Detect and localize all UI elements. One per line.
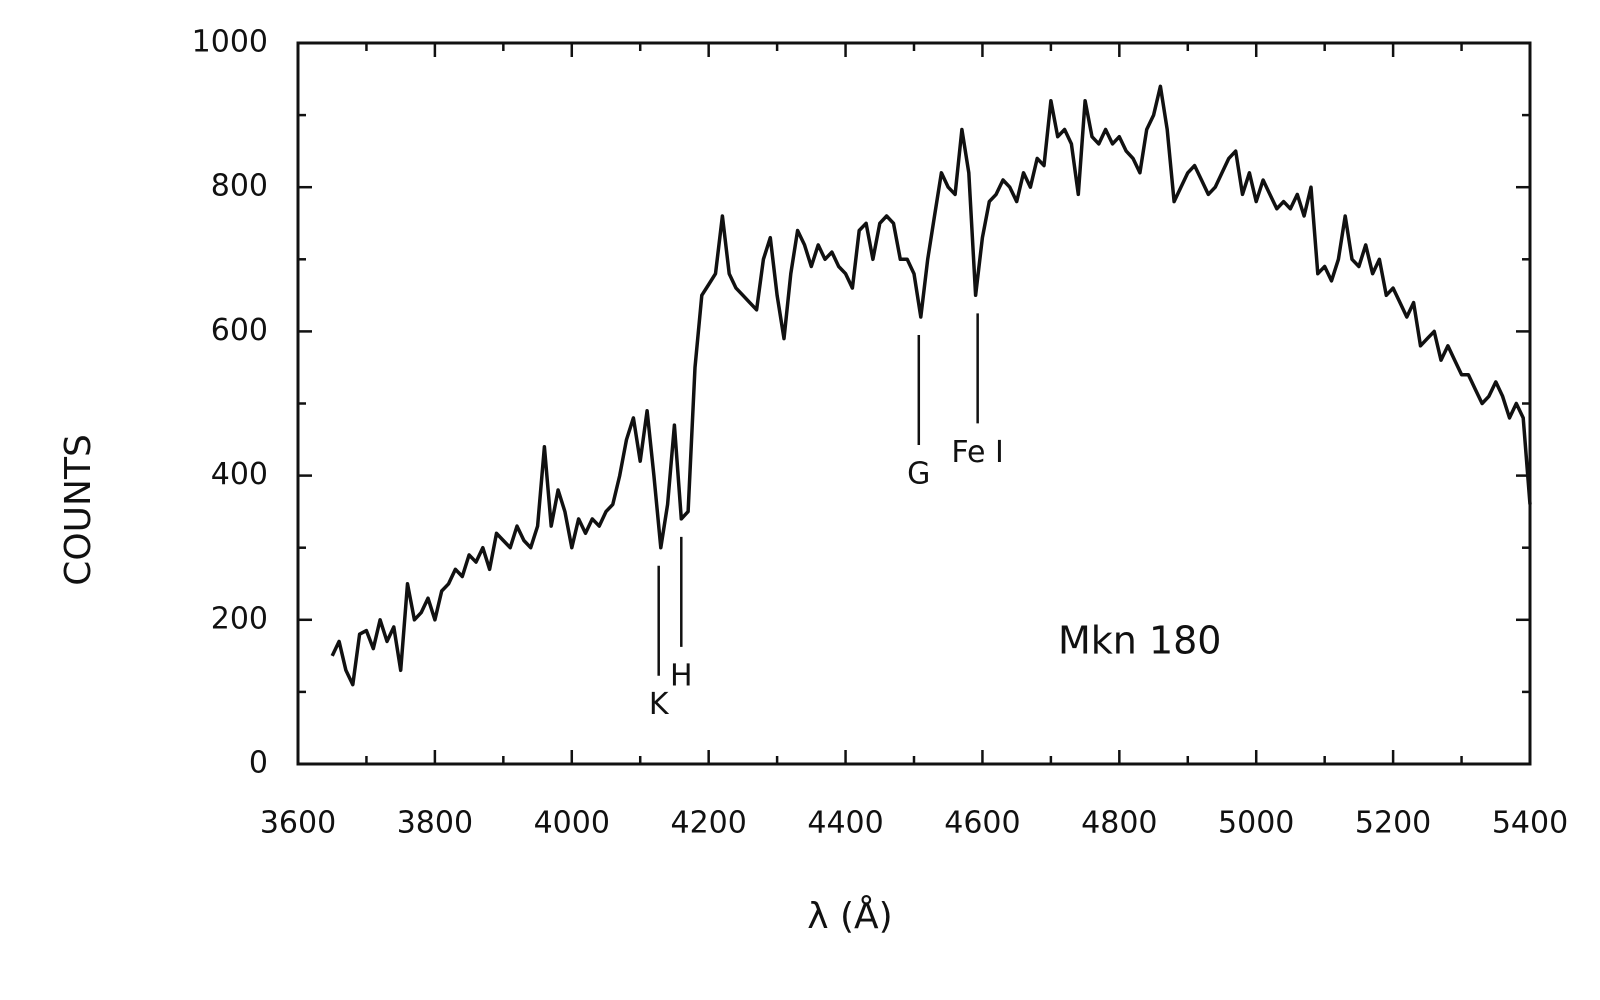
y-tick-label: 0 bbox=[249, 746, 268, 781]
line-marker-label: G bbox=[907, 456, 930, 491]
x-tick-label: 4000 bbox=[534, 806, 610, 841]
x-tick-label: 4600 bbox=[944, 806, 1020, 841]
y-tick-label: 600 bbox=[211, 313, 268, 348]
y-axis-label: COUNTS bbox=[58, 434, 99, 586]
y-tick-label: 200 bbox=[211, 601, 268, 636]
line-marker-label: K bbox=[649, 687, 670, 722]
x-tick-label: 3600 bbox=[260, 806, 336, 841]
x-tick-label: 4200 bbox=[670, 806, 746, 841]
x-tick-label: 4800 bbox=[1081, 806, 1157, 841]
x-tick-label: 4400 bbox=[807, 806, 883, 841]
y-tick-label: 800 bbox=[211, 169, 268, 204]
y-tick-label: 400 bbox=[211, 457, 268, 492]
x-tick-label: 5000 bbox=[1218, 806, 1294, 841]
x-axis-label: λ (Å) bbox=[807, 894, 892, 937]
plot-frame bbox=[296, 41, 1532, 766]
line-marker-label: Fe I bbox=[951, 435, 1003, 470]
x-tick-label: 5200 bbox=[1355, 806, 1431, 841]
spectrum-line bbox=[330, 84, 1532, 687]
y-tick-label: 1000 bbox=[192, 25, 268, 60]
line-marker-label: H bbox=[670, 658, 693, 693]
x-tick-label: 5400 bbox=[1492, 806, 1568, 841]
x-tick-label: 3800 bbox=[397, 806, 473, 841]
object-label: Mkn 180 bbox=[1058, 619, 1222, 663]
